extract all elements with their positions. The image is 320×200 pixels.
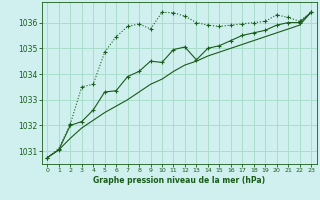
X-axis label: Graphe pression niveau de la mer (hPa): Graphe pression niveau de la mer (hPa) [93,176,265,185]
